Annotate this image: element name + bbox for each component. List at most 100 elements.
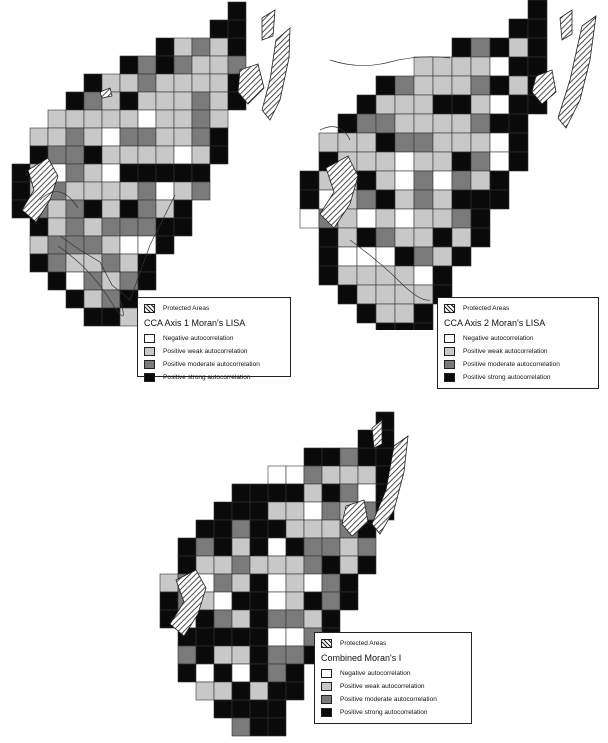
legend-item-moderate: Positive moderate autocorrelation xyxy=(444,358,592,371)
grid-cell-negative xyxy=(356,246,377,267)
grid-cell-moderate xyxy=(413,246,434,267)
grid-cell-moderate xyxy=(137,199,157,219)
grid-cell-strong xyxy=(451,189,472,210)
grid-cell-weak xyxy=(83,181,103,201)
grid-cell-moderate xyxy=(137,181,157,201)
grid-cell-negative xyxy=(65,271,85,291)
grid-cell-weak xyxy=(432,56,453,77)
grid-cell-weak xyxy=(83,163,103,183)
grid-cell-strong xyxy=(285,483,305,503)
grid-cell-weak xyxy=(285,519,305,539)
grid-cell-negative xyxy=(285,627,305,647)
grid-cell-strong xyxy=(375,189,396,210)
map-outlines xyxy=(319,56,451,301)
legend-title: CCA Axis 1 Moran's LISA xyxy=(144,318,246,328)
grid-cell-weak xyxy=(318,132,339,153)
grid-cell-moderate xyxy=(470,37,491,58)
grid-cell-strong xyxy=(432,265,453,286)
grid-cell-strong xyxy=(47,271,67,291)
grid-cell-negative xyxy=(137,109,157,129)
grid-cell-weak xyxy=(173,127,193,147)
grid-cell-strong xyxy=(65,91,85,111)
legend-map-1: Protected Areas CCA Axis 1 Moran's LISA … xyxy=(137,297,291,382)
legend-swatch-moderate xyxy=(144,360,155,369)
grid-cell-strong xyxy=(213,519,233,539)
grid-cell-strong xyxy=(299,170,320,191)
protected-areas xyxy=(169,419,409,637)
legend-map-3: Protected Areas Combined Moran's I Negat… xyxy=(314,632,472,724)
grid-cell-weak xyxy=(119,181,139,201)
grid-cell-weak xyxy=(65,253,85,273)
grid-cell-weak xyxy=(209,37,229,57)
grid-cell-moderate xyxy=(119,217,139,237)
grid-cell-weak xyxy=(137,145,157,165)
grid-cell-strong xyxy=(527,0,548,20)
grid-cell-strong xyxy=(356,303,377,324)
grid-cell-weak xyxy=(356,132,377,153)
grid-cell-strong xyxy=(303,447,323,467)
grid-cell-strong xyxy=(159,591,179,611)
grid-cell-strong xyxy=(137,163,157,183)
grid-cell-moderate xyxy=(119,127,139,147)
grid-cell-strong xyxy=(356,94,377,115)
grid-cell-strong xyxy=(375,75,396,96)
grid-cell-weak xyxy=(303,483,323,503)
grid-cell-moderate xyxy=(470,151,491,172)
grid-cell-strong xyxy=(83,307,103,327)
legend-swatch-weak xyxy=(144,347,155,356)
grid-cell-weak xyxy=(413,208,434,229)
grid-cell-strong xyxy=(321,555,341,575)
grid-cell-weak xyxy=(159,573,179,593)
grid-cell-strong xyxy=(432,227,453,248)
grid-cell-negative xyxy=(231,663,251,683)
grid-cell-strong xyxy=(339,573,359,593)
grid-cell-strong xyxy=(29,253,49,273)
grid-cell-weak xyxy=(249,555,269,575)
grid-cell-strong xyxy=(213,699,233,719)
grid-cell-strong xyxy=(11,163,31,183)
grid-cell-weak xyxy=(375,170,396,191)
grid-cell-strong xyxy=(83,145,103,165)
grid-cell-moderate xyxy=(137,55,157,75)
grid-cell-negative xyxy=(357,483,377,503)
grid-cell-weak xyxy=(339,465,359,485)
grid-cell-weak xyxy=(508,75,529,96)
grid-cell-strong xyxy=(209,19,229,39)
grid-cell-weak xyxy=(337,265,358,286)
grid-cell-strong xyxy=(413,303,434,324)
grid-cell-weak xyxy=(303,519,323,539)
grid-cell-weak xyxy=(285,501,305,521)
grid-cell-strong xyxy=(227,19,247,39)
grid-cell-strong xyxy=(209,145,229,165)
grid-cell-weak xyxy=(451,227,472,248)
grid-cell-moderate xyxy=(267,663,287,683)
grid-cell-strong xyxy=(489,113,510,134)
legend-map-2: Protected Areas CCA Axis 2 Moran's LISA … xyxy=(437,297,599,389)
grid-cell-weak xyxy=(432,189,453,210)
legend-label: Negative autocorrelation xyxy=(340,670,411,677)
grid-cell-weak xyxy=(231,645,251,665)
grid-cell-weak xyxy=(375,94,396,115)
grid-cell-weak xyxy=(47,199,67,219)
legend-swatch-negative xyxy=(444,334,455,343)
grid-cell-strong xyxy=(213,537,233,557)
legend-swatch-negative xyxy=(321,669,332,678)
grid-cell-moderate xyxy=(231,717,251,737)
protected-areas xyxy=(21,9,291,223)
grid-cell-strong xyxy=(249,609,269,629)
grid-cell-strong xyxy=(321,609,341,629)
legend-swatch-strong xyxy=(444,373,455,382)
grid-cell-negative xyxy=(267,465,287,485)
grid-cell-weak xyxy=(195,555,215,575)
grid-cell-strong xyxy=(231,591,251,611)
grid-cell-moderate xyxy=(357,537,377,557)
grid-cell-negative xyxy=(173,145,193,165)
grid-cell-strong xyxy=(249,501,269,521)
grid-cell-strong xyxy=(413,322,434,330)
legend-item-strong: Positive strong autocorrelation xyxy=(321,706,465,719)
grid-cell-strong xyxy=(173,199,193,219)
grid-cell-strong xyxy=(527,18,548,39)
grid-cell-negative xyxy=(267,573,287,593)
grid-cell-weak xyxy=(101,235,121,255)
grid-cell-weak xyxy=(413,75,434,96)
